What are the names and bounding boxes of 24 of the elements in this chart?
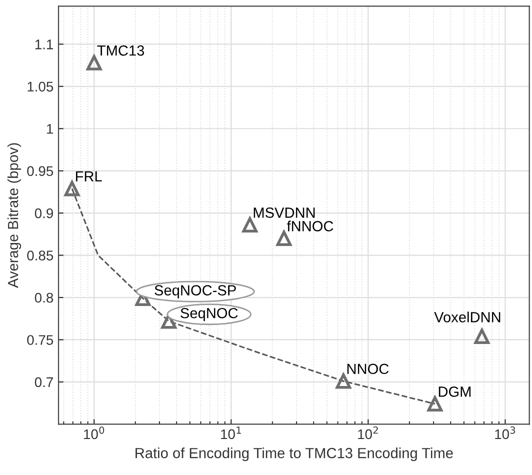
annotation: MSVDNN (254, 208, 315, 218)
y-tick-label: 1 (46, 124, 53, 134)
y-tick-label: 1.1 (35, 40, 53, 50)
annotation: FRL (76, 171, 102, 182)
annotation: TMC13 (97, 45, 144, 56)
annotation: SeqNOC-SP (154, 285, 236, 298)
annotation: fNNOC (286, 220, 334, 232)
y-tick-label: 0.7 (34, 377, 53, 388)
y-tick-label: 0.75 (27, 335, 54, 345)
x-tick-label: 10$^{1}$ (221, 426, 241, 440)
annotation: VoxelDNN (434, 312, 500, 322)
y-tick-label: 1.05 (28, 82, 54, 92)
annotation: SeqNOC (180, 308, 238, 322)
y-tick-label: 0.9 (34, 208, 53, 218)
annotation: DGM (438, 386, 471, 397)
y-axis-title: Average Bitrate (bpov) (7, 143, 22, 288)
x-tick-label: 10$^{0}$ (84, 426, 104, 440)
x-tick-label: 10$^{2}$ (358, 426, 378, 440)
y-tick-label: 0.85 (27, 250, 54, 260)
y-tick-label: 0.95 (27, 166, 54, 176)
x-tick-label: 10$^{3}$ (495, 426, 516, 440)
y-tick-label: 0.8 (34, 292, 54, 303)
x-axis-title: Ratio of Encoding Time to TMC13 Encoding Time (136, 448, 453, 462)
annotation: NNOC (347, 364, 389, 374)
